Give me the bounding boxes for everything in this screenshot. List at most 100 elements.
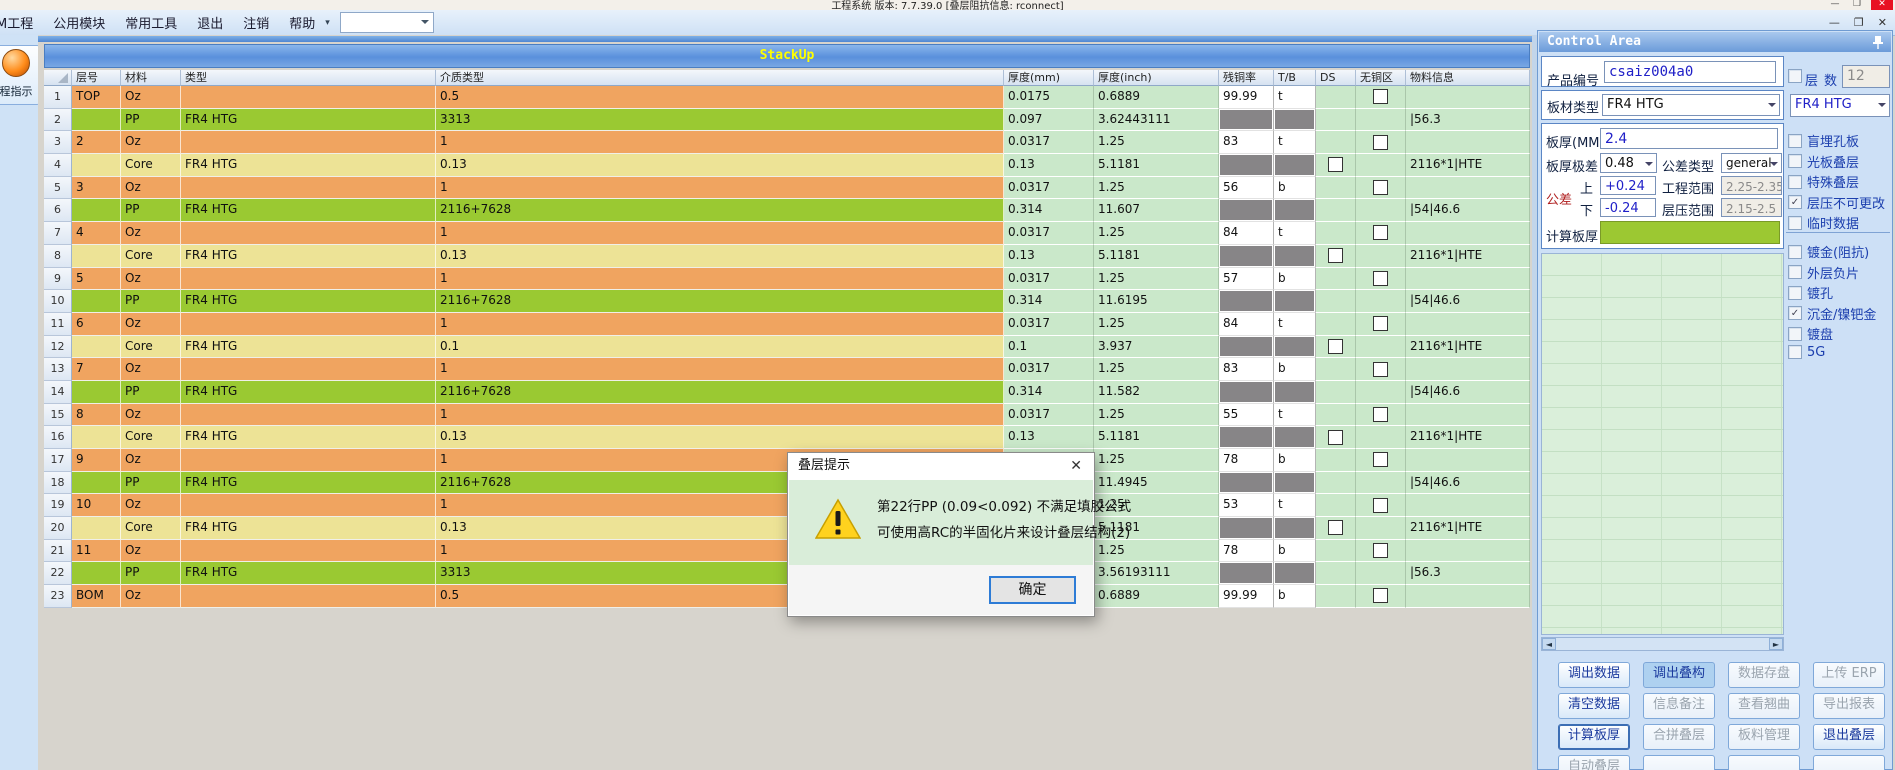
- cell-type[interactable]: [181, 494, 436, 518]
- cell-nocu[interactable]: [1356, 539, 1406, 563]
- checkbox-row-gold-plating-impedance[interactable]: 镀金(阻抗): [1788, 242, 1869, 261]
- cell-layer[interactable]: TOP: [72, 86, 121, 109]
- cell-dielectric[interactable]: 1: [436, 176, 1004, 200]
- cell-mm[interactable]: 0.0317: [1004, 267, 1094, 291]
- cell-copper[interactable]: 53: [1219, 494, 1274, 518]
- no-copper-checkbox[interactable]: [1373, 89, 1388, 105]
- load-stackup-button[interactable]: 调出叠构: [1643, 662, 1715, 688]
- cell-dielectric[interactable]: 2116+7628: [436, 199, 1004, 223]
- cell-material[interactable]: Oz: [121, 222, 181, 245]
- checkbox-row-outer-negative[interactable]: 外层负片: [1788, 263, 1859, 282]
- cell-tb[interactable]: t: [1274, 86, 1316, 109]
- no-copper-checkbox[interactable]: [1373, 180, 1388, 196]
- cell-layer[interactable]: [72, 471, 121, 495]
- cell-dielectric[interactable]: 1: [436, 403, 1004, 427]
- cell-dielectric[interactable]: 1: [436, 358, 1004, 381]
- cell-type[interactable]: FR4 HTG: [181, 154, 436, 177]
- cell-copper[interactable]: 55: [1219, 403, 1274, 427]
- col-header-nocu[interactable]: 无铜区: [1356, 70, 1406, 86]
- cell-copper[interactable]: 83: [1219, 358, 1274, 381]
- tolerance-upper-field[interactable]: +0.24: [1600, 176, 1656, 195]
- cell-copper[interactable]: [1219, 426, 1274, 449]
- row-number[interactable]: 18: [44, 471, 72, 495]
- plated-hole-checkbox[interactable]: [1788, 285, 1802, 300]
- cell-ds[interactable]: [1316, 494, 1356, 518]
- cell-layer[interactable]: 5: [72, 267, 121, 291]
- row-number[interactable]: 20: [44, 517, 72, 540]
- cell-mm[interactable]: 0.1: [1004, 335, 1094, 359]
- no-copper-checkbox[interactable]: [1373, 316, 1388, 332]
- cell-ds[interactable]: [1316, 449, 1356, 472]
- cell-type[interactable]: [181, 585, 436, 608]
- row-number[interactable]: 17: [44, 449, 72, 472]
- row-number[interactable]: 11: [44, 312, 72, 336]
- cell-type[interactable]: FR4 HTG: [181, 290, 436, 313]
- no-copper-checkbox[interactable]: [1373, 134, 1388, 150]
- outer-negative-checkbox[interactable]: [1788, 265, 1802, 279]
- cell-dielectric[interactable]: 2116+7628: [436, 380, 1004, 404]
- cell-tb[interactable]: [1274, 244, 1316, 268]
- ok-button[interactable]: 确定: [989, 576, 1076, 604]
- menu-item-1[interactable]: 公用模块: [53, 17, 106, 32]
- cell-inch[interactable]: 0.6889: [1094, 86, 1219, 109]
- window-close-icon[interactable]: ✕: [1871, 0, 1893, 10]
- cell-layer[interactable]: [72, 244, 121, 268]
- cell-type[interactable]: FR4 HTG: [181, 426, 436, 449]
- cell-tb[interactable]: [1274, 517, 1316, 540]
- cell-tb[interactable]: [1274, 426, 1316, 449]
- cell-info[interactable]: [1406, 358, 1530, 381]
- cell-material[interactable]: Oz: [121, 86, 181, 109]
- row-number[interactable]: 22: [44, 562, 72, 586]
- cell-inch[interactable]: 5.1181: [1094, 426, 1219, 449]
- row-number[interactable]: 5: [44, 176, 72, 200]
- cell-mm[interactable]: 0.0317: [1004, 176, 1094, 200]
- cell-copper[interactable]: [1219, 108, 1274, 132]
- cell-layer[interactable]: [72, 154, 121, 177]
- cell-info[interactable]: 2116*1|HTE: [1406, 244, 1530, 268]
- cell-nocu[interactable]: [1356, 290, 1406, 313]
- cell-info[interactable]: [1406, 86, 1530, 109]
- cell-type[interactable]: FR4 HTG: [181, 517, 436, 540]
- cell-nocu[interactable]: [1356, 222, 1406, 245]
- cell-nocu[interactable]: [1356, 312, 1406, 336]
- cell-info[interactable]: [1406, 403, 1530, 427]
- cell-copper[interactable]: 78: [1219, 449, 1274, 472]
- horizontal-scrollbar[interactable]: ◄ ►: [1541, 637, 1784, 651]
- cell-layer[interactable]: 3: [72, 176, 121, 200]
- product-number-field[interactable]: csaiz004a0: [1604, 61, 1776, 83]
- cell-nocu[interactable]: [1356, 494, 1406, 518]
- exit-stackup-button[interactable]: 退出叠层: [1813, 724, 1885, 750]
- cell-material[interactable]: Core: [121, 517, 181, 540]
- cell-nocu[interactable]: [1356, 108, 1406, 132]
- cell-material[interactable]: Oz: [121, 449, 181, 472]
- cell-dielectric[interactable]: 0.5: [436, 86, 1004, 109]
- cell-ds[interactable]: [1316, 244, 1356, 268]
- row-number[interactable]: 3: [44, 131, 72, 155]
- checkbox-row-blind-buried-via[interactable]: 盲埋孔板: [1788, 131, 1859, 150]
- board-type-select-2[interactable]: FR4 HTG: [1790, 94, 1890, 117]
- cell-dielectric[interactable]: 2116+7628: [436, 290, 1004, 313]
- menu-item-5[interactable]: 帮助: [289, 17, 316, 32]
- cell-type[interactable]: [181, 449, 436, 472]
- cell-tb[interactable]: b: [1274, 449, 1316, 472]
- cell-copper[interactable]: [1219, 562, 1274, 586]
- cell-dielectric[interactable]: 1: [436, 267, 1004, 291]
- row-number[interactable]: 16: [44, 426, 72, 449]
- cell-nocu[interactable]: [1356, 585, 1406, 608]
- col-header-mm[interactable]: 厚度(mm): [1004, 70, 1094, 86]
- col-header-num[interactable]: [44, 70, 72, 86]
- cell-mm[interactable]: 0.13: [1004, 426, 1094, 449]
- cell-material[interactable]: Oz: [121, 131, 181, 155]
- row-number[interactable]: 19: [44, 494, 72, 518]
- cell-info[interactable]: [1406, 131, 1530, 155]
- col-header-dielectric[interactable]: 介质类型: [436, 70, 1004, 86]
- cell-nocu[interactable]: [1356, 244, 1406, 268]
- cell-nocu[interactable]: [1356, 403, 1406, 427]
- cell-inch[interactable]: 5.1181: [1094, 517, 1219, 540]
- cell-tb[interactable]: [1274, 471, 1316, 495]
- col-header-copper[interactable]: 残铜率: [1219, 70, 1274, 86]
- cell-inch[interactable]: 11.607: [1094, 199, 1219, 223]
- cell-type[interactable]: [181, 358, 436, 381]
- checkbox-row-temp-data[interactable]: 临时数据: [1788, 213, 1859, 232]
- cell-type[interactable]: [181, 222, 436, 245]
